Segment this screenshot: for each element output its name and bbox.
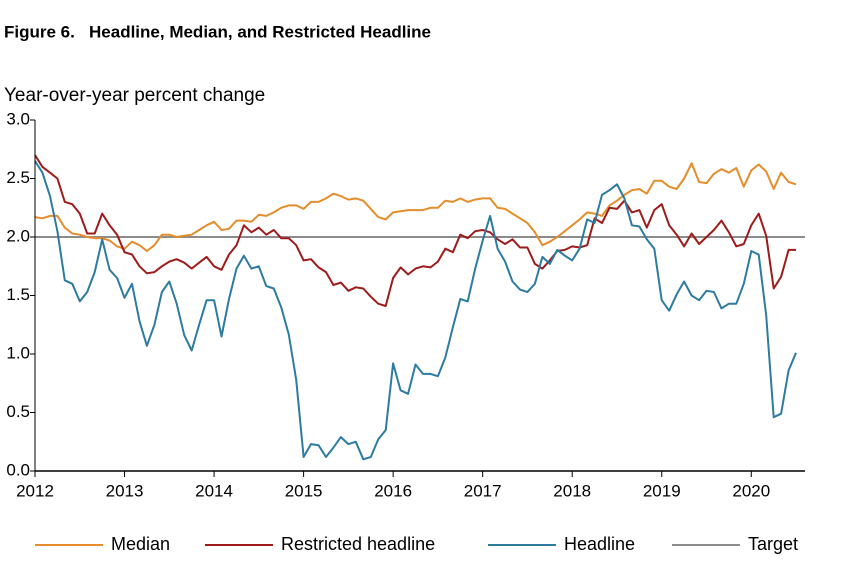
legend-label: Target	[748, 534, 798, 554]
x-tick-label: 2016	[374, 481, 412, 500]
x-tick-label: 2014	[195, 481, 233, 500]
legend-label: Headline	[564, 534, 635, 554]
x-tick-label: 2013	[106, 481, 144, 500]
y-axis-label: Year-over-year percent change	[4, 85, 265, 106]
x-tick-label: 2020	[732, 481, 770, 500]
legend-label: Median	[111, 534, 170, 554]
chart-title: Figure 6. Headline, Median, and Restrict…	[4, 22, 431, 41]
legend-label: Restricted headline	[281, 534, 435, 554]
y-tick-label: 1.5	[6, 285, 30, 304]
y-tick-label: 2.0	[6, 226, 30, 245]
series-line	[34, 160, 797, 461]
y-tick-label: 0.5	[6, 402, 30, 421]
series-line	[34, 154, 796, 307]
y-tick-label: 3.0	[6, 109, 30, 128]
x-tick-label: 2015	[285, 481, 323, 500]
x-tick-label: 2019	[643, 481, 681, 500]
y-tick-label: 0.0	[6, 460, 30, 479]
x-tick-label: 2018	[553, 481, 591, 500]
series-line	[34, 162, 797, 252]
x-tick-label: 2012	[16, 481, 54, 500]
x-tick-label: 2017	[464, 481, 502, 500]
y-tick-label: 2.5	[6, 168, 30, 187]
y-tick-label: 1.0	[6, 343, 30, 362]
